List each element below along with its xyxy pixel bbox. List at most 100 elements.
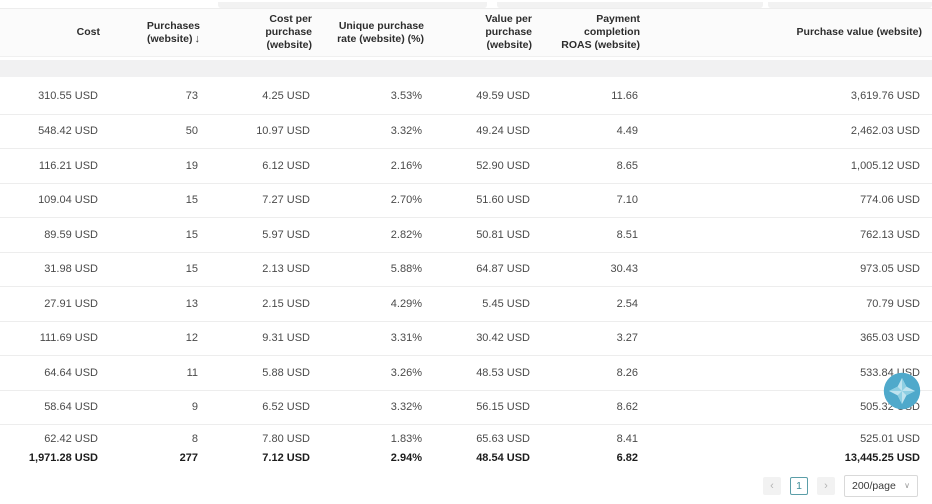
table-cell: 30.42 USD — [476, 332, 530, 345]
table-cell: 7.27 USD — [262, 194, 310, 207]
toolbar-chip — [768, 2, 932, 8]
column-header-label: Cost per purchase (website) — [265, 13, 312, 51]
table-cell: 111.69 USD — [39, 332, 98, 345]
total-cell: 48.54 USD — [476, 451, 530, 464]
table-cell: 5.88 USD — [262, 366, 310, 379]
table-cell: 51.60 USD — [476, 194, 530, 207]
table-cell: 9.31 USD — [262, 332, 310, 345]
chevron-down-icon: ∨ — [904, 481, 910, 490]
table-cell: 58.64 USD — [44, 401, 98, 414]
table-cell: 15 — [185, 263, 198, 276]
table-cell: 8.26 — [616, 366, 638, 379]
table-cell: 8.65 — [616, 159, 638, 172]
column-header-payment-completion-roas[interactable]: Payment completion ROAS (website) — [542, 13, 650, 52]
column-header-value-per-purchase[interactable]: Value per purchase (website) — [434, 13, 542, 52]
table-cell: 3.53% — [390, 90, 422, 103]
table-cell: 525.01 USD — [860, 433, 920, 445]
table-row: 310.55 USD 73 4.25 USD 3.53% 49.59 USD 11.66 3… — [0, 79, 932, 114]
table-cell: 3.31% — [390, 332, 422, 345]
table-row: 109.04 USD 15 7.27 USD 2.70% 51.60 USD 7.10 77… — [0, 182, 932, 217]
table-cell: 548.42 USD — [38, 125, 98, 138]
total-cell: 6.82 — [616, 451, 638, 464]
table-cell: 15 — [185, 228, 198, 241]
table-cell: 5.88% — [390, 263, 422, 276]
table-cell: 7.10 — [616, 194, 638, 207]
total-cell: 7.12 USD — [262, 451, 310, 464]
table-row: 111.69 USD 12 9.31 USD 3.31% 30.42 USD 3.27 36… — [0, 320, 932, 355]
table-cell: 13 — [185, 297, 198, 310]
total-cell: 1,971.28 USD — [28, 451, 98, 464]
table-cell: 1,005.12 USD — [850, 159, 920, 172]
table-cell: 27.91 USD — [44, 297, 98, 310]
table-cell: 762.13 USD — [860, 228, 920, 241]
total-cell: 277 — [179, 451, 198, 464]
table-row: 64.64 USD 11 5.88 USD 3.26% 48.53 USD 8.26 533… — [0, 355, 932, 390]
column-header-cost[interactable]: Cost — [0, 26, 110, 39]
toolbar-chip — [497, 2, 763, 8]
table-cell: 70.79 USD — [866, 297, 920, 310]
table-cell: 8.51 — [616, 228, 638, 241]
column-header-label: Payment completion ROAS (website) — [561, 13, 640, 51]
table-cell: 2.13 USD — [262, 263, 310, 276]
page-size-value: 200/page — [852, 479, 896, 492]
table-cell: 6.12 USD — [262, 159, 310, 172]
table-cell: 62.42 USD — [44, 433, 98, 445]
table-cell: 10.97 USD — [256, 125, 310, 138]
previous-page-button[interactable]: ‹ — [763, 476, 781, 495]
column-header-label: Value per purchase (website) — [485, 13, 532, 51]
table-cell: 116.21 USD — [38, 159, 98, 172]
table-cell: 52.90 USD — [476, 159, 530, 172]
table-body: 310.55 USD 73 4.25 USD 3.53% 49.59 USD 11.66 3… — [0, 79, 932, 468]
table-cell: 2,462.03 USD — [850, 125, 920, 138]
table-row: 116.21 USD 19 6.12 USD 2.16% 52.90 USD 8.65 1,… — [0, 148, 932, 183]
column-header-label: Cost — [76, 26, 100, 38]
table-cell: 15 — [185, 194, 198, 207]
table-cell: 56.15 USD — [476, 401, 530, 414]
column-header-unique-purchase-rate[interactable]: Unique purchase rate (website) (%) — [322, 20, 434, 46]
table-cell: 89.59 USD — [44, 228, 98, 241]
toolbar-strip — [0, 0, 932, 8]
table-cell: 8.62 — [616, 401, 638, 414]
table-cell: 64.64 USD — [44, 366, 98, 379]
table-row: 31.98 USD 15 2.13 USD 5.88% 64.87 USD 30.43 97… — [0, 251, 932, 286]
table-cell: 5.45 USD — [482, 297, 530, 310]
table-cell: 49.59 USD — [476, 90, 530, 103]
table-row: 548.42 USD 50 10.97 USD 3.32% 49.24 USD 4.49 2… — [0, 113, 932, 148]
table-cell: 64.87 USD — [476, 263, 530, 276]
chevron-left-icon: ‹ — [770, 479, 774, 492]
empty-row-band — [0, 58, 932, 79]
column-header-purchases[interactable]: Purchases (website) ↓ — [110, 20, 210, 46]
table-cell: 8 — [191, 433, 198, 445]
table-cell: 8.41 — [616, 433, 638, 445]
page-number-button[interactable]: 1 — [790, 476, 808, 495]
table-cell: 109.04 USD — [38, 194, 98, 207]
table-cell: 11 — [186, 366, 198, 379]
chevron-right-icon: › — [824, 479, 828, 492]
table-cell: 19 — [185, 159, 198, 172]
table-cell: 4.25 USD — [262, 90, 310, 103]
table-cell: 3.32% — [390, 125, 422, 138]
table-row: 58.64 USD 9 6.52 USD 3.32% 56.15 USD 8.62 505.… — [0, 389, 932, 424]
watermark-logo — [883, 372, 921, 410]
table-cell: 774.06 USD — [860, 194, 920, 207]
table-cell: 12 — [185, 332, 198, 345]
page-size-select[interactable]: 200/page ∨ — [844, 474, 918, 497]
table-cell: 2.15 USD — [262, 297, 310, 310]
table-row: 62.42 USD 8 7.80 USD 1.83% 65.63 USD 8.41 525.… — [0, 424, 932, 448]
table-row: 27.91 USD 13 2.15 USD 4.29% 5.45 USD 2.54 70.7… — [0, 286, 932, 321]
table-cell: 2.82% — [390, 228, 422, 241]
total-row: 1,971.28 USD 277 7.12 USD 2.94% 48.54 US… — [0, 448, 932, 467]
column-header-cost-per-purchase[interactable]: Cost per purchase (website) — [210, 13, 322, 52]
column-header-label: Purchases (website) — [146, 19, 200, 45]
table-cell: 2.54 — [616, 297, 638, 310]
table-cell: 65.63 USD — [476, 433, 530, 445]
column-header-purchase-value[interactable]: Purchase value (website) — [650, 26, 932, 39]
sort-descending-icon[interactable]: ↓ — [194, 32, 201, 45]
table-cell: 11.66 — [611, 90, 638, 103]
table-cell: 973.05 USD — [860, 263, 920, 276]
table-cell: 31.98 USD — [44, 263, 98, 276]
table-cell: 6.52 USD — [262, 401, 310, 414]
next-page-button[interactable]: › — [817, 476, 835, 495]
table-cell: 5.97 USD — [262, 228, 310, 241]
table-cell: 1.83% — [390, 433, 422, 445]
